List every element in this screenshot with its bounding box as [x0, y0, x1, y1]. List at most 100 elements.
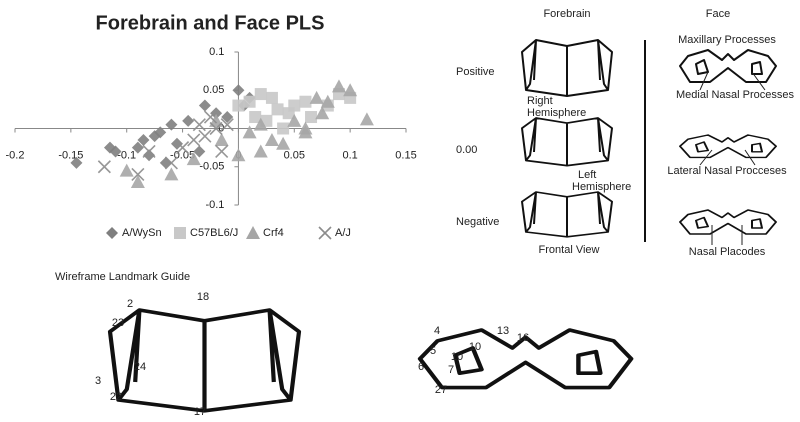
point: [243, 95, 256, 108]
point: [198, 99, 211, 112]
forebrain-wireframe: [521, 191, 613, 238]
point: [220, 118, 234, 132]
point: [299, 95, 312, 108]
forebrain-wireframe: [521, 39, 613, 97]
point: [253, 144, 268, 158]
point: [315, 106, 330, 120]
landmark-label: 2: [127, 298, 133, 310]
point: [192, 118, 206, 132]
point: [264, 132, 279, 146]
forebrain-wireframe: [521, 117, 613, 167]
face-wireframe: [679, 209, 777, 235]
landmark-label: 18: [197, 291, 209, 303]
forebrain-label: Hemisphere: [527, 107, 586, 119]
point: [164, 167, 179, 181]
point: [176, 141, 190, 155]
guide-title: Wireframe Landmark Guide: [55, 271, 190, 283]
landmark-label: 23: [112, 317, 124, 329]
point: [298, 125, 313, 139]
landmark-label: 5: [430, 345, 436, 357]
point: [215, 144, 229, 159]
forebrain-label: Right: [527, 95, 553, 107]
point: [232, 99, 245, 112]
point: [131, 167, 145, 181]
point: [131, 141, 144, 154]
point: [209, 113, 224, 127]
x-tick-label: 0.05: [284, 149, 305, 161]
legend-marker: [246, 226, 260, 239]
point: [143, 149, 156, 162]
point: [287, 113, 302, 127]
face-label: Medial Nasal Processes: [676, 89, 794, 101]
y-tick-label: 0: [218, 122, 224, 134]
point: [242, 125, 257, 139]
point: [320, 94, 335, 108]
x-tick-label: -0.2: [6, 149, 25, 161]
landmark-label: 27: [435, 384, 447, 396]
point: [97, 160, 111, 174]
column-label: Forebrain: [543, 8, 590, 20]
point: [109, 145, 122, 158]
point: [254, 88, 267, 101]
face-wireframe: [679, 134, 777, 159]
point: [214, 132, 229, 146]
point: [221, 111, 234, 124]
x-tick-label: 0.1: [342, 149, 357, 161]
landmark-label: 4: [434, 325, 440, 337]
y-tick-label: 0.1: [209, 46, 224, 58]
landmark-label: 17: [194, 406, 206, 418]
landmark-label: 7: [448, 364, 454, 376]
point: [187, 133, 201, 147]
landmark-label: 3: [95, 375, 101, 387]
point: [130, 175, 145, 189]
forebrain-label: Left: [578, 169, 596, 181]
point: [249, 111, 262, 124]
row-label: 0.00: [456, 144, 477, 156]
point: [164, 156, 178, 170]
x-tick-label: -0.15: [58, 149, 83, 161]
point: [198, 129, 212, 143]
legend-label: A/J: [335, 227, 351, 239]
point: [142, 144, 156, 159]
landmark-label: 22: [110, 391, 122, 403]
point: [288, 99, 301, 112]
y-tick-label: -0.1: [205, 199, 224, 211]
legend-label: Crf4: [263, 227, 284, 239]
point: [182, 114, 195, 127]
point: [359, 112, 374, 126]
forebrain-label: Hemisphere: [572, 181, 631, 193]
column-label: Face: [706, 8, 730, 20]
forebrain-label: Frontal View: [539, 244, 600, 256]
point: [193, 145, 206, 158]
point: [137, 133, 150, 146]
landmark-label: 10: [469, 341, 481, 353]
x-tick-label: 0.15: [395, 149, 416, 161]
face-label: Maxillary Processes: [678, 34, 776, 46]
y-tick-label: 0.05: [203, 84, 224, 96]
point: [331, 79, 346, 93]
point: [309, 90, 324, 104]
row-label: Positive: [456, 66, 495, 78]
face-label: Nasal Placodes: [689, 246, 766, 258]
point: [170, 137, 183, 150]
legend-label: C57BL6/J: [190, 227, 238, 239]
point: [209, 121, 223, 136]
point: [232, 84, 245, 97]
landmark-label: 24: [134, 361, 146, 373]
point: [277, 122, 290, 135]
point: [165, 118, 178, 131]
row-label: Negative: [456, 216, 499, 228]
legend-label: A/WySn: [122, 227, 162, 239]
point: [305, 111, 318, 124]
point: [70, 156, 83, 169]
chart-title: Forebrain and Face PLS: [96, 12, 325, 34]
point: [231, 148, 246, 162]
point: [119, 163, 134, 177]
legend-marker: [106, 227, 118, 239]
landmark-label: 13: [497, 325, 509, 337]
landmark-label: 10: [451, 351, 463, 363]
point: [210, 107, 223, 120]
landmark-label: 6: [418, 361, 424, 373]
point: [186, 152, 201, 166]
landmark-label: 16: [517, 332, 529, 344]
